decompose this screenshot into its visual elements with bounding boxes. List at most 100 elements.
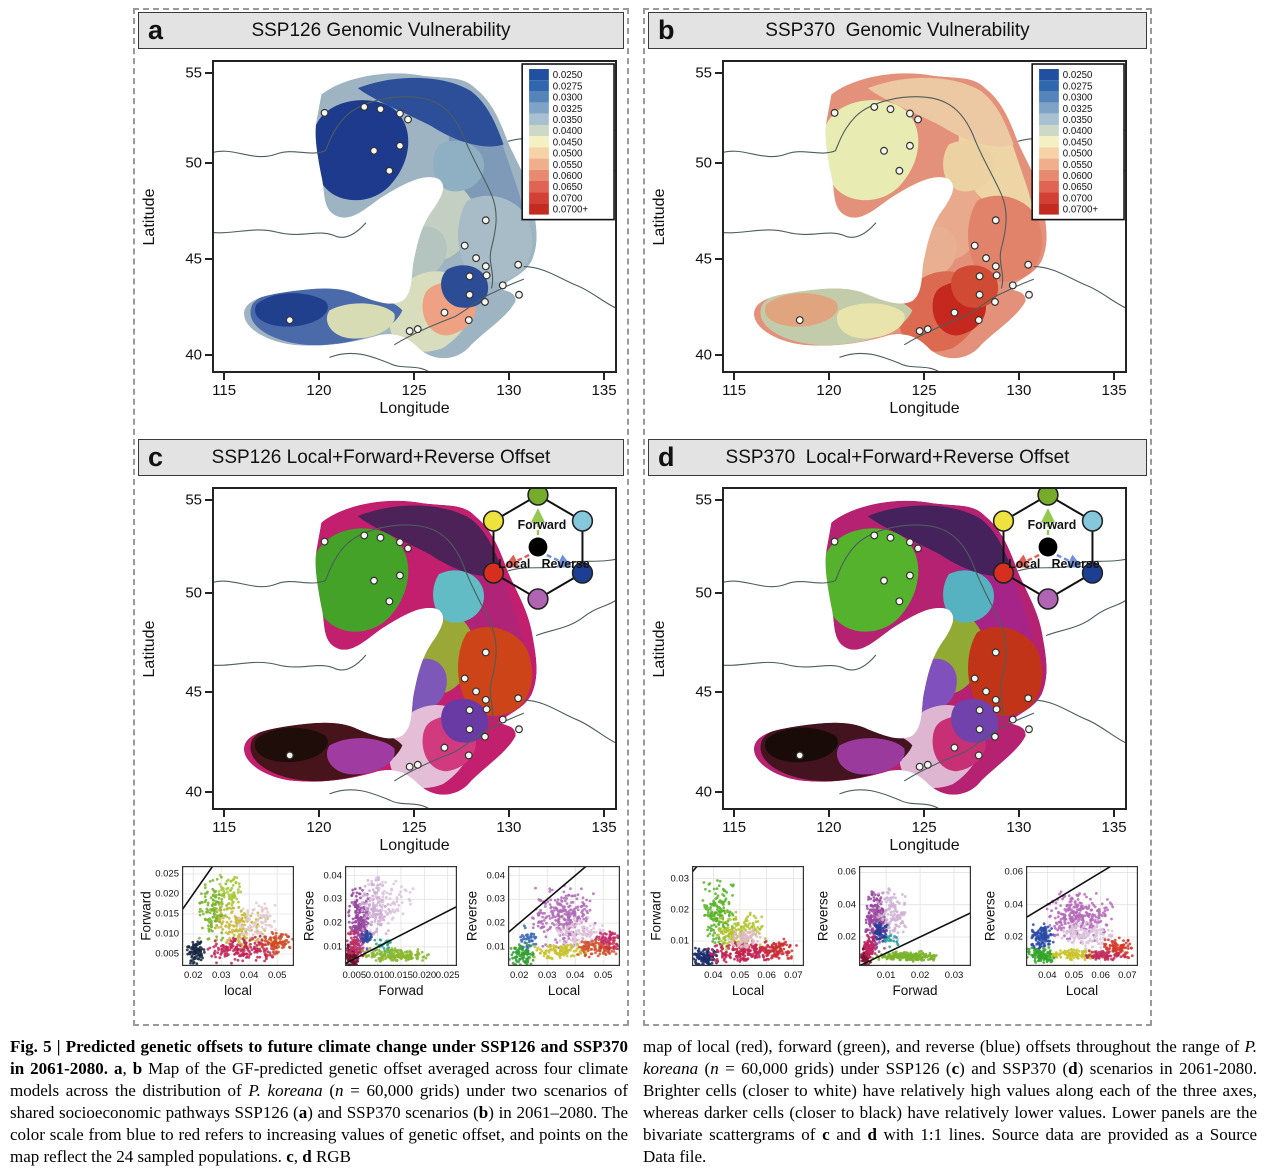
x-tick-label: 0.020: [412, 970, 437, 981]
x-tick-label: 0.02: [509, 970, 529, 981]
longitude-axis-label: Longitude: [889, 837, 960, 854]
map-panel-c: Forward Local Reverse Latitude Longitude 1…: [135, 477, 627, 855]
scatter-ylabel: Reverse: [301, 890, 317, 942]
svg-text:0.0400: 0.0400: [553, 126, 583, 137]
sample-point: [991, 648, 1000, 657]
svg-text:0.0400: 0.0400: [1063, 126, 1093, 137]
rgb-hexagon-legend: Forward Local Reverse: [482, 487, 594, 610]
sample-point: [970, 241, 979, 250]
x-tick-label: 115: [212, 382, 237, 399]
y-tick-label: 45: [695, 250, 712, 268]
map-d-canvas: Forward Local Reverse: [722, 487, 1127, 810]
x-tick-label: 0.04: [1038, 970, 1057, 981]
sample-point: [405, 762, 414, 771]
svg-text:0.0450: 0.0450: [1063, 137, 1093, 148]
y-tick-label: 0.04: [837, 899, 857, 911]
x-tick-label: 0.07: [784, 970, 803, 981]
svg-text:0.0550: 0.0550: [1063, 160, 1093, 171]
y-tick-label: 0.03: [670, 873, 690, 884]
y-tick-mark: [715, 161, 722, 164]
svg-text:0.0250: 0.0250: [553, 70, 583, 81]
scattergram-row-c: Forward local 0.02 0.03 0.04 0.05 0.005 0.010…: [139, 856, 629, 1018]
sample-population-points: [795, 102, 1033, 336]
sample-point: [982, 687, 991, 696]
rgb-hexagon-legend: Forward Local Reverse: [992, 487, 1104, 610]
x-tick-mark: [733, 373, 736, 380]
x-tick-label: 0.005: [342, 970, 367, 981]
reverse-node-icon: [1081, 562, 1104, 584]
sample-point: [481, 297, 489, 306]
panel-b-title: SSP370 Genomic Vulnerability: [765, 20, 1030, 41]
x-tick-label: 115: [212, 819, 237, 836]
y-tick-label: 40: [185, 783, 202, 801]
y-tick-label: 55: [185, 64, 202, 82]
panel-c-title: SSP126 Local+Forward+Reverse Offset: [211, 447, 551, 468]
sample-point: [481, 648, 490, 657]
y-tick-mark: [205, 258, 212, 261]
scatter-ylabel: Reverse: [464, 890, 480, 942]
one-to-one-line: [859, 912, 971, 966]
sample-point: [482, 271, 491, 280]
sample-point: [992, 705, 1001, 714]
y-tick-label: 0.02: [837, 931, 857, 943]
x-tick-mark: [507, 373, 510, 380]
forward-node-icon: [527, 487, 549, 506]
sample-point: [982, 254, 991, 263]
svg-text:0.0350: 0.0350: [1063, 115, 1093, 126]
svg-text:0.0700+: 0.0700+: [1063, 205, 1099, 216]
svg-text:0.0325: 0.0325: [553, 104, 583, 115]
x-tick-label: 0.05: [593, 970, 613, 981]
x-tick-label: 135: [591, 819, 617, 836]
sample-point: [991, 216, 1000, 225]
sample-point: [360, 531, 369, 540]
sample-point: [376, 533, 385, 542]
x-tick-label: 0.04: [704, 970, 723, 981]
panel-d-letter: d: [658, 442, 675, 472]
column-ssp370: b SSP370 Genomic Vulnerability 0.0250 0.0…: [643, 8, 1152, 1026]
svg-text:0.0450: 0.0450: [553, 137, 583, 148]
sample-point: [974, 751, 983, 760]
sample-point: [413, 760, 422, 769]
sample-point: [481, 262, 490, 271]
x-tick-label: 0.02: [910, 970, 930, 981]
sample-point: [395, 571, 404, 580]
longitude-axis-label: Longitude: [379, 837, 450, 854]
sample-point: [405, 327, 414, 336]
column-ssp126: a SSP126 Genomic Vulnerability 0.0250 0.0…: [133, 8, 629, 1026]
sample-point: [914, 544, 922, 553]
y-tick-label: 0.01: [323, 941, 343, 953]
svg-text:0.0500: 0.0500: [553, 149, 583, 160]
y-tick-label: 0.005: [155, 948, 179, 960]
reverse-arrow: [1056, 553, 1083, 568]
x-tick-label: 0.04: [565, 970, 585, 981]
x-tick-label: 0.015: [389, 970, 413, 981]
y-tick-label: 0.04: [1004, 899, 1024, 911]
y-tick-label: 0.015: [155, 908, 179, 920]
scatter-reverse-vs-local: Reverse Local 0.02 0.03 0.04 0.05 0.01 0.02 0.…: [464, 856, 629, 1018]
y-tick-mark: [715, 790, 722, 793]
y-tick-label: 45: [185, 683, 202, 701]
x-tick-mark: [1017, 810, 1020, 817]
sample-point: [370, 576, 378, 585]
sample-point: [905, 571, 914, 580]
svg-text:0.0300: 0.0300: [1063, 93, 1093, 104]
y-tick-label: 50: [185, 154, 202, 172]
y-tick-mark: [715, 592, 722, 595]
map-a-canvas: 0.02500.02750.03000.03250.03500.04000.04…: [212, 60, 617, 373]
x-tick-label: 120: [306, 382, 332, 399]
local-node-icon: [992, 562, 1015, 584]
x-tick-label: 115: [722, 382, 747, 399]
y-tick-label: 50: [695, 154, 712, 172]
sample-population-points: [285, 531, 523, 771]
x-tick-label: 135: [591, 382, 617, 399]
y-tick-label: 0.03: [486, 893, 506, 905]
sample-point: [404, 544, 412, 553]
svg-text:Local: Local: [498, 557, 530, 571]
sample-point: [464, 751, 473, 760]
sample-point: [320, 108, 329, 117]
scatter-xlabel: Local: [547, 983, 581, 998]
y-tick-label: 0.010: [155, 928, 179, 940]
scatter-ylabel: Reverse: [982, 890, 998, 942]
x-tick-label: 130: [1006, 382, 1032, 399]
svg-text:0.0700: 0.0700: [1063, 193, 1093, 204]
